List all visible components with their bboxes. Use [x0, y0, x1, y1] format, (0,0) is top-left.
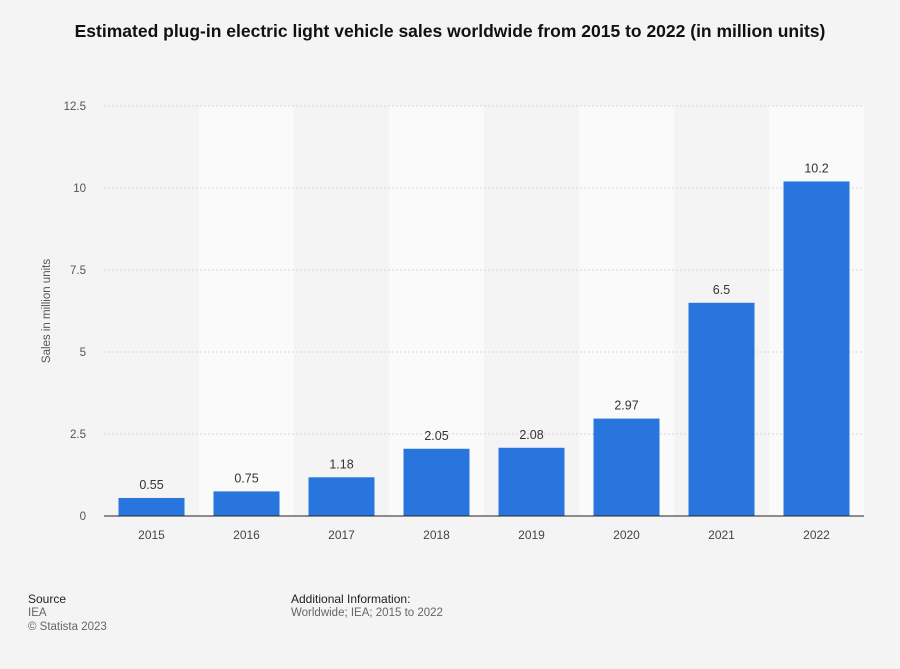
- bar-2015: [118, 497, 185, 516]
- y-tick-label: 2.5: [70, 429, 86, 441]
- bar-2021: [688, 302, 755, 516]
- data-label: 0.55: [139, 478, 163, 492]
- bar-2022: [783, 181, 850, 516]
- data-label: 0.75: [234, 471, 258, 485]
- data-label: 2.08: [519, 428, 543, 442]
- source-value: IEA: [28, 607, 47, 619]
- additional-info-value: Worldwide; IEA; 2015 to 2022: [291, 607, 443, 619]
- chart-title: Estimated plug-in electric light vehicle…: [74, 21, 826, 41]
- data-label: 2.05: [424, 429, 448, 443]
- additional-info-block: Additional Information: Worldwide; IEA; …: [291, 592, 443, 620]
- bar-2017: [308, 477, 375, 516]
- x-tick-label: 2017: [328, 528, 355, 542]
- y-axis-label: Sales in million units: [41, 259, 53, 363]
- y-tick-label: 5: [80, 347, 86, 359]
- background-band: [199, 106, 294, 516]
- source-heading: Source: [28, 592, 67, 606]
- y-tick-label: 7.5: [70, 265, 86, 277]
- x-tick-label: 2020: [613, 528, 640, 542]
- y-tick-label: 12.5: [64, 101, 86, 113]
- x-tick-label: 2018: [423, 528, 450, 542]
- y-tick-label: 0: [80, 511, 86, 523]
- bar-2018: [403, 448, 470, 516]
- bar-2019: [498, 447, 565, 516]
- source-block: Source IEA © Statista 2023: [28, 592, 107, 634]
- copyright-text: © Statista 2023: [28, 621, 107, 633]
- x-tick-label: 2019: [518, 528, 545, 542]
- bar-2020: [593, 418, 660, 516]
- data-label: 6.5: [713, 283, 730, 297]
- data-label: 1.18: [329, 457, 353, 471]
- x-tick-label: 2015: [138, 528, 165, 542]
- y-tick-label: 10: [73, 183, 86, 195]
- x-tick-label: 2016: [233, 528, 260, 542]
- x-tick-label: 2022: [803, 528, 830, 542]
- background-band: [389, 106, 484, 516]
- x-tick-label: 2021: [708, 528, 735, 542]
- bar-chart: 0 2.5 5 7.5 10 12.5 Sales in million units 0.55…: [41, 101, 864, 542]
- bar-2016: [213, 491, 280, 516]
- data-label: 10.2: [804, 161, 828, 175]
- additional-info-heading: Additional Information:: [291, 592, 411, 606]
- data-label: 2.97: [614, 399, 638, 413]
